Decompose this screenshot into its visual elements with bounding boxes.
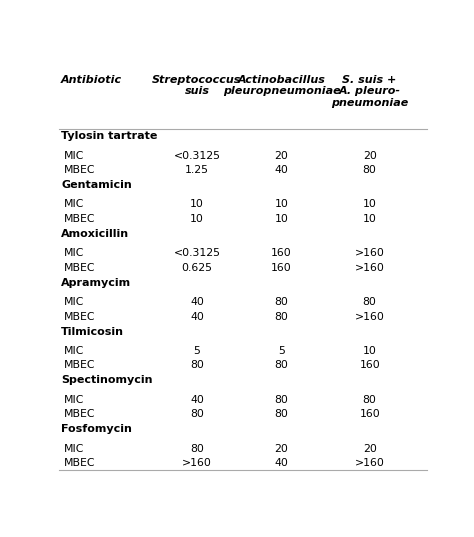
Text: MBEC: MBEC (64, 311, 96, 322)
Text: 0.625: 0.625 (182, 263, 212, 273)
Text: 20: 20 (363, 444, 377, 454)
Text: MIC: MIC (64, 395, 84, 405)
Text: Gentamicin: Gentamicin (61, 180, 132, 190)
Text: 10: 10 (190, 199, 204, 209)
Text: 40: 40 (190, 395, 204, 405)
Text: Antibiotic: Antibiotic (61, 75, 122, 85)
Text: 10: 10 (190, 214, 204, 224)
Text: 80: 80 (363, 165, 377, 175)
Text: MBEC: MBEC (64, 360, 96, 371)
Text: MBEC: MBEC (64, 409, 96, 419)
Text: 10: 10 (274, 199, 289, 209)
Text: MIC: MIC (64, 199, 84, 209)
Text: Apramycim: Apramycim (61, 278, 131, 288)
Text: 160: 160 (359, 360, 380, 371)
Text: MIC: MIC (64, 248, 84, 258)
Text: Tilmicosin: Tilmicosin (61, 326, 124, 337)
Text: 20: 20 (274, 444, 289, 454)
Text: Spectinomycin: Spectinomycin (61, 375, 153, 386)
Text: 80: 80 (274, 297, 289, 307)
Text: >160: >160 (355, 311, 384, 322)
Text: 80: 80 (363, 297, 377, 307)
Text: >160: >160 (355, 458, 384, 468)
Text: 80: 80 (190, 444, 204, 454)
Text: Fosfomycin: Fosfomycin (61, 424, 132, 434)
Text: >160: >160 (355, 263, 384, 273)
Text: MIC: MIC (64, 297, 84, 307)
Text: 80: 80 (274, 360, 289, 371)
Text: 160: 160 (271, 248, 292, 258)
Text: 40: 40 (190, 311, 204, 322)
Text: >160: >160 (182, 458, 212, 468)
Text: MBEC: MBEC (64, 458, 96, 468)
Text: MIC: MIC (64, 346, 84, 356)
Text: 80: 80 (274, 409, 289, 419)
Text: 40: 40 (274, 458, 289, 468)
Text: 40: 40 (190, 297, 204, 307)
Text: 20: 20 (274, 150, 289, 161)
Text: Actinobacillus
pleuropneumoniae: Actinobacillus pleuropneumoniae (223, 75, 340, 96)
Text: MIC: MIC (64, 150, 84, 161)
Text: MBEC: MBEC (64, 214, 96, 224)
Text: 80: 80 (190, 360, 204, 371)
Text: 1.25: 1.25 (185, 165, 209, 175)
Text: 10: 10 (363, 214, 377, 224)
Text: <0.3125: <0.3125 (173, 150, 220, 161)
Text: 20: 20 (363, 150, 377, 161)
Text: MIC: MIC (64, 444, 84, 454)
Text: <0.3125: <0.3125 (173, 248, 220, 258)
Text: 80: 80 (274, 311, 289, 322)
Text: Tylosin tartrate: Tylosin tartrate (61, 131, 157, 141)
Text: MBEC: MBEC (64, 263, 96, 273)
Text: MBEC: MBEC (64, 165, 96, 175)
Text: >160: >160 (355, 248, 384, 258)
Text: Amoxicillin: Amoxicillin (61, 229, 129, 239)
Text: 10: 10 (363, 199, 377, 209)
Text: 80: 80 (363, 395, 377, 405)
Text: Streptococcus
suis: Streptococcus suis (152, 75, 242, 96)
Text: 10: 10 (274, 214, 289, 224)
Text: 5: 5 (278, 346, 285, 356)
Text: 80: 80 (274, 395, 289, 405)
Text: 160: 160 (359, 409, 380, 419)
Text: S. suis +
A. pleuro-
pneumoniae: S. suis + A. pleuro- pneumoniae (331, 75, 408, 108)
Text: 160: 160 (271, 263, 292, 273)
Text: 10: 10 (363, 346, 377, 356)
Text: 80: 80 (190, 409, 204, 419)
Text: 40: 40 (274, 165, 289, 175)
Text: 5: 5 (193, 346, 201, 356)
